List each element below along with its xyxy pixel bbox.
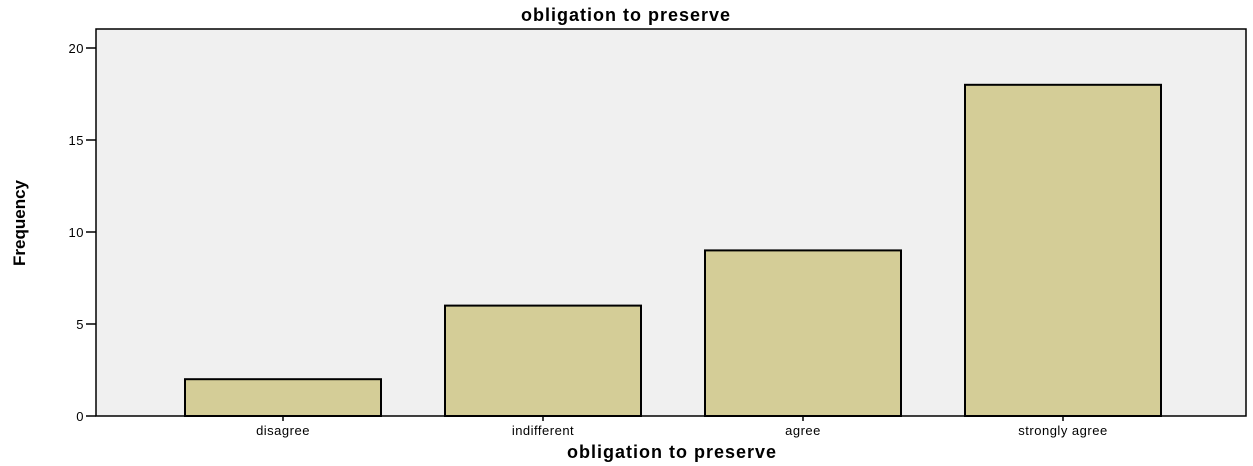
y-tick-label: 5 [76,317,84,332]
x-axis: disagree indifferent agree strongly agree [256,416,1107,438]
x-tick-label: agree [785,423,821,438]
y-tick-label: 10 [69,225,84,240]
y-axis-label: Frequency [10,179,29,266]
bar-disagree [184,378,382,418]
bar-agree [704,249,902,417]
y-tick-label: 20 [69,41,84,56]
chart-title: obligation to preserve [521,5,731,25]
x-tick-label: indifferent [512,423,574,438]
x-axis-label: obligation to preserve [567,442,777,462]
y-axis: 0 5 10 15 20 [69,41,96,424]
bar-strongly-agree [964,83,1162,418]
y-tick-label: 15 [69,133,84,148]
x-tick-label: disagree [256,423,310,438]
bars [184,83,1162,418]
x-tick-label: strongly agree [1018,423,1107,438]
y-tick-label: 0 [76,409,84,424]
bar-indifferent [444,304,642,418]
